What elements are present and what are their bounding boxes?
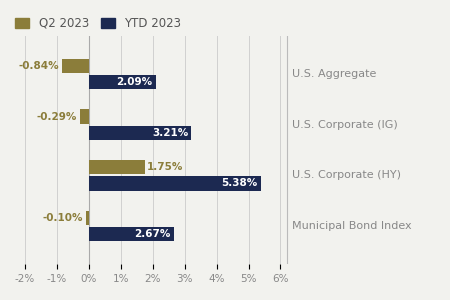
Bar xyxy=(80,110,89,124)
Text: 3.21%: 3.21% xyxy=(152,128,188,138)
Text: U.S. Aggregate: U.S. Aggregate xyxy=(292,69,376,79)
Bar xyxy=(89,176,261,190)
Legend: Q2 2023, YTD 2023: Q2 2023, YTD 2023 xyxy=(10,12,186,35)
Text: 5.38%: 5.38% xyxy=(221,178,257,188)
Bar xyxy=(86,211,89,225)
Text: -0.10%: -0.10% xyxy=(43,213,83,223)
Text: U.S. Corporate (IG): U.S. Corporate (IG) xyxy=(292,120,397,130)
Text: 2.67%: 2.67% xyxy=(135,229,171,239)
Text: Municipal Bond Index: Municipal Bond Index xyxy=(292,221,411,231)
Text: -0.84%: -0.84% xyxy=(19,61,59,71)
Bar xyxy=(89,75,156,89)
Bar xyxy=(89,126,191,140)
Bar xyxy=(62,59,89,73)
Bar xyxy=(89,160,145,174)
Text: 2.09%: 2.09% xyxy=(116,77,153,87)
Bar xyxy=(89,227,174,241)
Text: 1.75%: 1.75% xyxy=(147,162,184,172)
Text: U.S. Corporate (HY): U.S. Corporate (HY) xyxy=(292,170,400,180)
Text: -0.29%: -0.29% xyxy=(36,112,77,122)
